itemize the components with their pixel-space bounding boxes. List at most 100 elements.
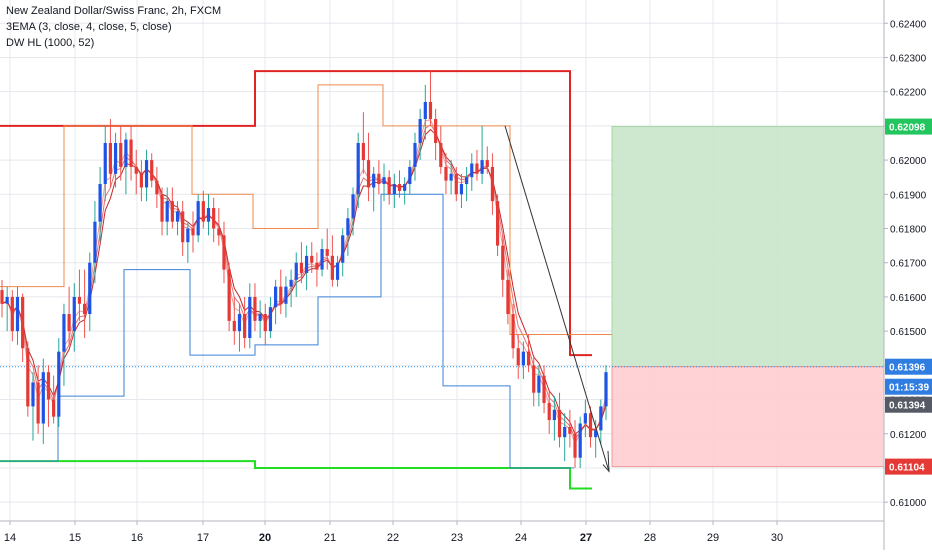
candle-body <box>439 142 443 167</box>
candle-body <box>392 184 396 195</box>
candle-body <box>72 296 76 332</box>
candle-body <box>150 160 154 181</box>
candle-body <box>403 184 407 191</box>
price-labels: 0.62098 0.61396 01:15:39 0.61394 0.61104 <box>885 118 932 475</box>
candle-body <box>428 101 433 120</box>
candle-body <box>495 201 500 246</box>
candle-body <box>537 375 541 393</box>
candle-body <box>361 142 365 161</box>
candle-body <box>501 245 505 280</box>
candle-body <box>67 314 71 332</box>
candle-body <box>155 180 159 195</box>
candle-body <box>10 296 14 332</box>
target-price-label-bg <box>885 118 932 135</box>
candle-body <box>516 348 520 366</box>
candle-body <box>320 249 324 270</box>
candle-body <box>113 142 118 174</box>
candle-body <box>279 286 283 304</box>
candle-body <box>52 399 56 417</box>
trend-arrow-head <box>602 450 610 473</box>
y-tick-label: 0.61800 <box>890 225 927 236</box>
candle-body <box>475 163 479 174</box>
candle-body <box>521 351 526 366</box>
dw-high-orange-line <box>0 84 612 336</box>
ema-line <box>1 123 607 440</box>
candle-body <box>206 207 211 222</box>
candle-body <box>258 314 262 321</box>
candle-body <box>263 314 267 332</box>
x-tick-label: 14 <box>4 532 16 544</box>
candle-body <box>119 142 123 167</box>
ema-line <box>1 128 607 435</box>
candle-body <box>160 194 164 222</box>
candle-body <box>129 139 133 167</box>
candle-body <box>542 375 546 403</box>
candle-body <box>506 279 510 315</box>
candle-body <box>36 382 40 424</box>
candle-body <box>82 303 87 315</box>
candle-body <box>57 351 61 417</box>
candle-body <box>181 211 185 243</box>
current-price-label: 0.61396 <box>889 363 926 374</box>
candle-body <box>175 211 180 222</box>
candle-body <box>377 173 381 185</box>
candle-body <box>465 177 469 185</box>
candle-body <box>310 255 314 263</box>
y-tick-label: 0.62000 <box>890 156 927 167</box>
indicator-legend-dwhl: DW HL (1000, 52) <box>6 37 95 49</box>
candle-body <box>77 296 82 304</box>
y-tick-label: 0.62200 <box>890 88 927 99</box>
candle-body <box>227 269 231 321</box>
candle-body <box>351 194 355 219</box>
candle-body <box>294 262 298 280</box>
candle-body <box>139 173 143 188</box>
x-tick-label: 29 <box>707 532 719 544</box>
candle-body <box>594 430 598 438</box>
candle-body <box>217 228 221 236</box>
target-price-label: 0.62098 <box>889 123 926 134</box>
x-tick-label: 16 <box>131 532 143 544</box>
candle-body <box>547 402 551 421</box>
candle-body <box>289 279 293 287</box>
candles <box>0 71 608 468</box>
y-tick-label: 0.61500 <box>890 327 927 338</box>
candle-body <box>304 255 309 273</box>
loss-zone <box>611 366 885 468</box>
candle-body <box>93 221 97 263</box>
stop-price-label-bg <box>885 458 932 475</box>
candle-body <box>108 142 113 174</box>
candle-body <box>248 296 252 338</box>
candle-body <box>186 228 190 243</box>
candle-body <box>397 184 402 191</box>
candle-body <box>444 166 448 181</box>
x-tick-label: 21 <box>324 532 336 544</box>
candle-body <box>563 426 567 438</box>
candle-body <box>165 201 169 222</box>
candle-body <box>212 207 216 229</box>
candle-body <box>268 307 273 332</box>
candle-body <box>387 177 391 195</box>
candle-body <box>382 177 386 185</box>
candle-body <box>21 296 25 349</box>
candle-body <box>454 173 458 195</box>
countdown-label-bg <box>885 378 932 395</box>
candle-body <box>170 201 174 222</box>
candle-body <box>588 413 593 438</box>
y-tick-label: 0.62400 <box>890 19 927 30</box>
candle-body <box>62 314 66 352</box>
candle-body <box>124 139 128 167</box>
chart-legend: New Zealand Dollar/Swiss Franc, 2h, FXCM… <box>6 3 221 51</box>
candle-body <box>222 235 226 270</box>
candle-body <box>490 166 495 202</box>
trend-arrow-line <box>504 125 610 472</box>
candle-body <box>413 142 417 167</box>
candle-body <box>330 255 334 280</box>
x-tick-label: 27 <box>580 532 592 544</box>
candle-body <box>459 184 464 195</box>
candle-body <box>88 262 92 315</box>
candle-body <box>511 314 515 349</box>
candle-body <box>372 173 376 188</box>
candle-body <box>578 423 582 458</box>
candle-body <box>315 262 319 270</box>
